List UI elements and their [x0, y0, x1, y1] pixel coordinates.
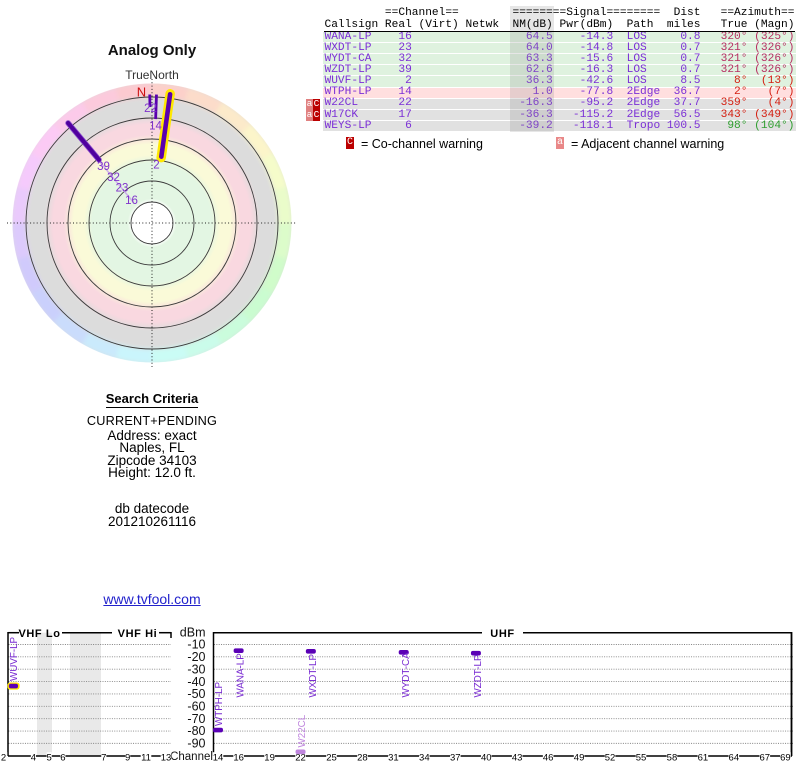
svg-text:-80: -80: [187, 724, 205, 738]
svg-text:-60: -60: [187, 700, 205, 714]
svg-text:13: 13: [161, 752, 172, 763]
svg-text:Channel: Channel: [170, 751, 213, 763]
svg-text:40: 40: [481, 752, 492, 763]
svg-text:WZDT-LP: WZDT-LP: [473, 654, 484, 697]
svg-text:VHF Lo: VHF Lo: [18, 628, 60, 640]
svg-text:-50: -50: [187, 687, 205, 701]
svg-text:WTPH-LP: WTPH-LP: [214, 681, 225, 726]
svg-text:39: 39: [97, 161, 110, 173]
svg-text:43: 43: [512, 752, 523, 763]
svg-text:UHF: UHF: [490, 628, 514, 640]
svg-text:WYDT-CA: WYDT-CA: [401, 652, 412, 698]
svg-text:14: 14: [213, 752, 224, 763]
svg-text:-70: -70: [187, 712, 205, 726]
svg-text:-10: -10: [187, 638, 205, 652]
svg-text:67: 67: [760, 752, 771, 763]
svg-text:2: 2: [153, 160, 159, 172]
svg-text:4: 4: [31, 752, 36, 763]
svg-text:34: 34: [419, 752, 430, 763]
svg-text:16: 16: [125, 195, 138, 207]
svg-text:-90: -90: [187, 737, 205, 751]
svg-text:W22CL: W22CL: [297, 714, 308, 747]
svg-text:19: 19: [264, 752, 275, 763]
svg-text:28: 28: [357, 752, 368, 763]
svg-text:7: 7: [101, 752, 106, 763]
svg-text:25: 25: [326, 752, 337, 763]
svg-text:23: 23: [116, 183, 129, 195]
svg-text:N: N: [137, 85, 146, 100]
svg-text:TrueNorth: TrueNorth: [125, 68, 179, 82]
svg-text:37: 37: [450, 752, 461, 763]
svg-text:69: 69: [780, 752, 791, 763]
svg-text:55: 55: [636, 752, 647, 763]
svg-text:WXDT-LP: WXDT-LP: [308, 653, 319, 697]
svg-text:32: 32: [107, 172, 120, 184]
svg-text:-30: -30: [187, 662, 205, 676]
svg-text:dBm: dBm: [180, 626, 206, 640]
svg-text:22: 22: [144, 103, 157, 115]
svg-text:2: 2: [1, 752, 6, 763]
svg-text:31: 31: [388, 752, 399, 763]
svg-text:5: 5: [47, 752, 52, 763]
svg-text:58: 58: [667, 752, 678, 763]
svg-text:16: 16: [233, 752, 244, 763]
svg-text:WANA-LP: WANA-LP: [236, 653, 247, 698]
svg-text:9: 9: [125, 752, 130, 763]
svg-text:11: 11: [141, 752, 151, 763]
svg-text:6: 6: [60, 752, 65, 763]
svg-text:46: 46: [543, 752, 554, 763]
svg-text:-20: -20: [187, 650, 205, 664]
svg-text:49: 49: [574, 752, 585, 763]
svg-text:WUVF-LP: WUVF-LP: [9, 636, 20, 681]
svg-text:64: 64: [729, 752, 740, 763]
svg-text:-40: -40: [187, 675, 205, 689]
svg-text:VHF Hi: VHF Hi: [118, 628, 158, 640]
svg-text:52: 52: [605, 752, 616, 763]
svg-text:14: 14: [149, 121, 162, 133]
svg-text:22: 22: [295, 752, 306, 763]
svg-text:61: 61: [698, 752, 709, 763]
